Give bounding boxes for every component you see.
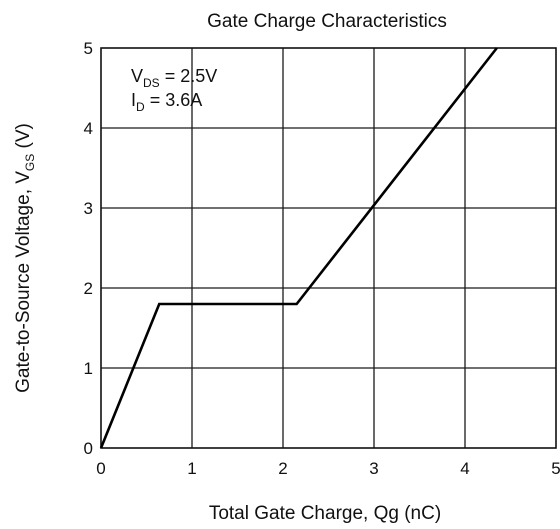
y-tick-label: 3: [84, 199, 93, 218]
annotation-vds: VDS = 2.5V: [131, 66, 217, 90]
x-tick-label: 2: [278, 459, 287, 478]
series-line: [99, 47, 498, 449]
x-tick-label: 3: [369, 459, 378, 478]
x-tick-label: 1: [187, 459, 196, 478]
plot-border: [100, 47, 557, 449]
y-tick-label: 4: [84, 119, 93, 138]
x-axis-ticks: 0 1 2 3 4 5: [96, 459, 560, 478]
series-layer: [99, 47, 498, 449]
y-tick-label: 5: [84, 39, 93, 58]
grid: [101, 48, 556, 448]
annotation-id: ID = 3.6A: [131, 90, 202, 114]
x-tick-label: 5: [551, 459, 560, 478]
x-axis-label: Total Gate Charge, Qg (nC): [209, 503, 441, 524]
x-tick-label: 0: [96, 459, 105, 478]
y-tick-label: 0: [84, 439, 93, 458]
y-axis-label: Gate-to-Source Voltage, VGS (V): [13, 123, 37, 393]
y-tick-label: 2: [84, 279, 93, 298]
chart-title: Gate Charge Characteristics: [207, 11, 447, 32]
y-axis-ticks: 0 1 2 3 4 5: [84, 39, 93, 458]
y-tick-label: 1: [84, 359, 93, 378]
x-tick-label: 4: [460, 459, 469, 478]
plot-frame: [100, 47, 557, 449]
